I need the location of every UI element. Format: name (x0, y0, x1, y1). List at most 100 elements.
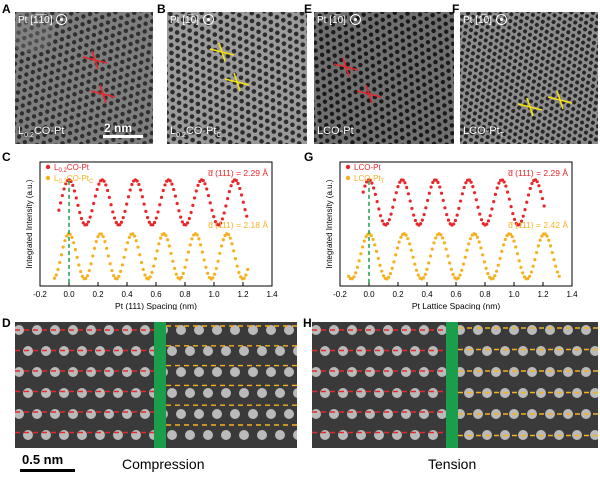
data-point (471, 184, 475, 189)
data-point (439, 233, 443, 237)
data-point (540, 196, 545, 201)
data-point (538, 238, 542, 242)
stem-image-d (15, 322, 297, 448)
data-point (446, 218, 451, 222)
data-point (135, 179, 139, 183)
data-point (195, 233, 199, 237)
data-point (120, 263, 124, 267)
data-point (457, 206, 461, 211)
data-point (206, 193, 211, 198)
data-point (545, 234, 549, 238)
data-point (373, 243, 377, 247)
data-point (464, 181, 468, 185)
data-point (529, 270, 533, 274)
data-point (554, 264, 558, 268)
data-point (439, 191, 444, 195)
x-tick-label: 0.4 (121, 290, 133, 299)
legend-marker (45, 175, 51, 181)
data-point (174, 272, 178, 276)
data-point (184, 223, 188, 227)
data-point (104, 183, 108, 187)
data-point (428, 254, 433, 258)
data-point (490, 207, 494, 211)
x-tick-label: 0.8 (479, 290, 491, 299)
data-point (57, 208, 61, 212)
x-tick-label: 0.6 (150, 290, 162, 299)
data-point (414, 268, 419, 272)
data-point (93, 194, 97, 198)
data-point (445, 213, 449, 217)
data-point (375, 200, 379, 204)
data-point (441, 236, 445, 240)
data-point (157, 242, 161, 246)
scale-bar-a (103, 135, 143, 138)
panel-label-f: F (452, 2, 460, 16)
data-point (154, 216, 158, 220)
data-point (122, 255, 126, 259)
data-point (406, 237, 410, 241)
data-point (357, 259, 361, 263)
data-point (443, 206, 447, 210)
data-point (106, 254, 111, 258)
data-point (159, 236, 163, 240)
data-point (479, 246, 483, 250)
data-point (188, 243, 192, 247)
legend-marker (345, 164, 351, 170)
data-point (125, 202, 129, 206)
legend-label: L0.2CO-PtC (54, 174, 94, 185)
data-point (169, 251, 173, 256)
data-point (110, 268, 114, 273)
data-point (212, 272, 217, 276)
data-point (214, 266, 218, 271)
data-point (72, 189, 77, 193)
panel-label-d: D (2, 316, 11, 330)
tem-image-e (314, 12, 454, 144)
data-point (472, 191, 477, 195)
data-point (205, 187, 209, 191)
data-point (413, 218, 417, 223)
data-point (143, 273, 147, 277)
data-point (385, 221, 390, 226)
data-point (411, 255, 415, 259)
chart-g-svg: -0.2 0.0 0.2 0.4 0.6 0.8 1.0 1.2 1.4 Pt Lattice S… (325, 161, 578, 311)
data-point (557, 274, 561, 278)
data-point (392, 198, 397, 202)
data-point (514, 245, 518, 249)
series-1 (347, 232, 561, 281)
data-point (425, 267, 429, 271)
zone-axis-icon (56, 14, 68, 25)
data-point (70, 235, 74, 239)
data-point (187, 216, 191, 221)
data-point (361, 190, 365, 194)
data-point (448, 261, 452, 265)
data-point (531, 264, 535, 268)
data-point (244, 273, 248, 277)
data-point (241, 200, 245, 204)
data-point (465, 248, 469, 252)
data-point (77, 263, 81, 267)
data-point (406, 192, 411, 196)
data-point (118, 223, 122, 227)
data-point (234, 178, 238, 183)
data-point (519, 219, 524, 223)
data-point (493, 192, 498, 196)
data-point (243, 208, 247, 212)
x-tick-label: 1.0 (508, 290, 520, 299)
data-point (361, 245, 365, 249)
stem-image-h (312, 322, 598, 448)
zone-axis-icon (202, 14, 214, 25)
series-0 (361, 178, 546, 227)
annotation-bottom: d̅ (111) = 2.18 Å (207, 220, 268, 230)
y-axis-label: Integrated Intensity (a.u.) (325, 179, 334, 268)
x-axis-label: Pt Lattice Spacing (nm) (412, 301, 501, 310)
data-point (526, 193, 531, 197)
lattice-marker (356, 84, 382, 104)
data-point (151, 223, 155, 227)
lattice-b (167, 12, 307, 144)
data-point (474, 198, 478, 202)
data-point (364, 235, 368, 239)
data-point (148, 275, 152, 279)
data-point (461, 262, 466, 266)
data-point (540, 234, 544, 238)
data-point (485, 222, 489, 226)
